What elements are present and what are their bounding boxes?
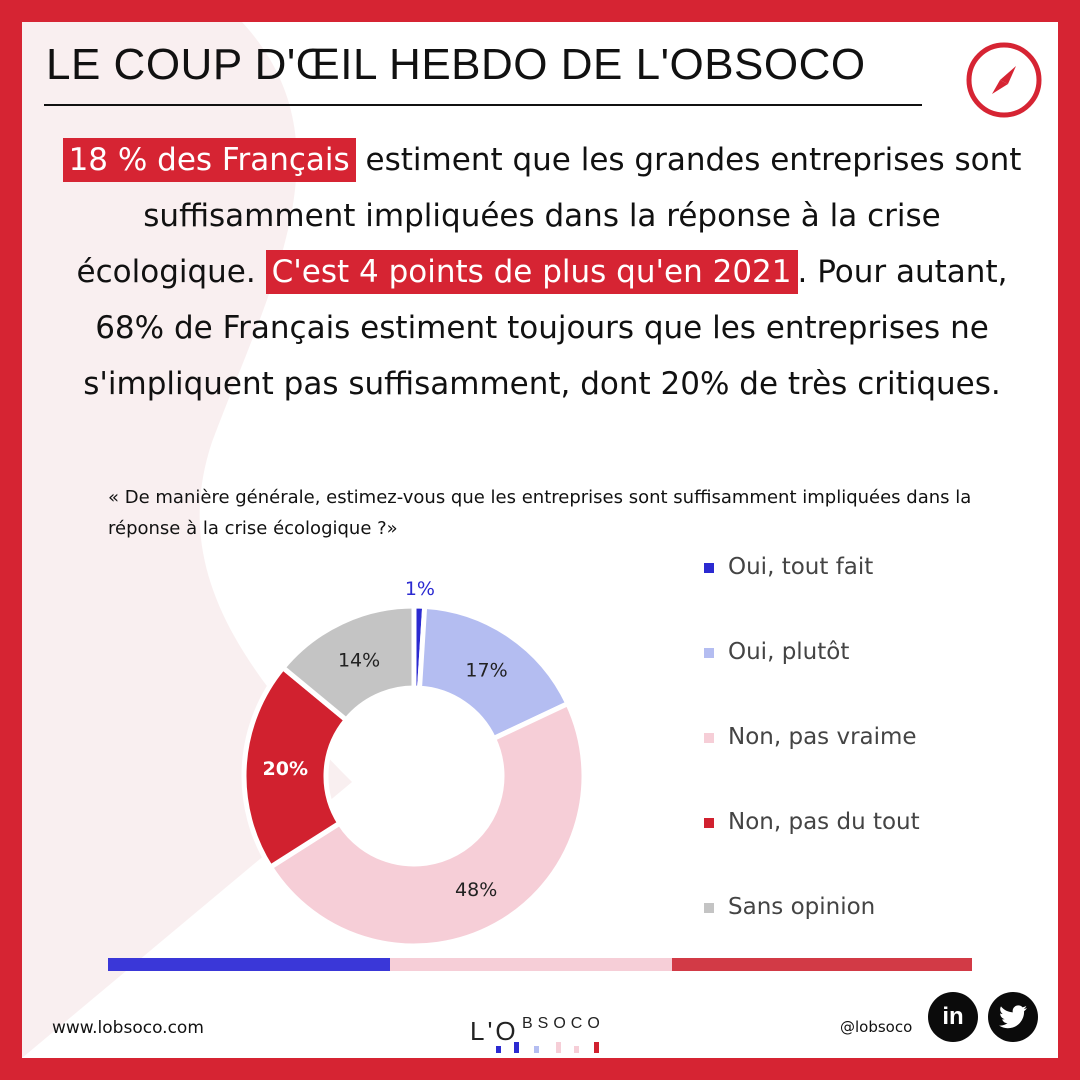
slice-non-pas-vraiment-label: 48% <box>455 879 497 901</box>
headline-highlight-1: 18 % des Français <box>62 138 356 182</box>
legend-item: Oui, plutôt <box>702 639 1042 724</box>
footer-handle[interactable]: @lobsoco <box>840 1018 913 1036</box>
slice-non-pas-vraiment <box>267 700 587 949</box>
legend-swatch <box>704 818 714 828</box>
slice-sans-opinion <box>279 603 417 724</box>
legend-label: Non, pas vraime <box>728 724 917 750</box>
bottom-bar-red <box>672 958 972 971</box>
legend-item: Non, pas vraime <box>702 724 1042 809</box>
donut-chart: 1% 17% 48% 20% 14% <box>241 578 587 949</box>
legend-item: Oui, tout fait <box>702 554 1042 639</box>
slice-sans-opinion-label: 14% <box>338 649 380 671</box>
headline: 18 % des Français estiment que les grand… <box>62 132 1022 412</box>
legend-label: Sans opinion <box>728 894 876 920</box>
legend-item: Sans opinion <box>702 894 1042 979</box>
headline-text-2: . Pour autant, 68% de Français estiment … <box>83 254 1008 402</box>
legend-swatch <box>704 903 714 913</box>
twitter-icon[interactable] <box>988 992 1038 1042</box>
legend-label: Oui, tout fait <box>728 554 874 580</box>
card: LE COUP D'ŒIL HEBDO DE L'OBSOCO 18 % des… <box>22 22 1058 1058</box>
legend-label: Non, pas du tout <box>728 809 920 835</box>
bottom-bar-pink <box>390 958 672 971</box>
lobsoco-logo: L'O BSOCO <box>470 1015 605 1053</box>
linkedin-icon[interactable]: in <box>928 992 978 1042</box>
legend-swatch <box>704 563 714 573</box>
page-title: LE COUP D'ŒIL HEBDO DE L'OBSOCO <box>46 40 866 89</box>
slice-non-pas-du-tout-label: 20% <box>263 758 308 780</box>
compass-icon <box>966 42 1042 118</box>
footer-url[interactable]: www.lobsoco.com <box>52 1018 204 1038</box>
bottom-bar-blue <box>108 958 390 971</box>
slice-oui-tout-fait-label: 1% <box>405 578 435 600</box>
legend-item: Non, pas du tout <box>702 809 1042 894</box>
header-divider <box>44 104 922 106</box>
slice-non-pas-du-tout <box>241 664 350 871</box>
legend-swatch <box>704 733 714 743</box>
chart-legend: Oui, tout fait Oui, plutôt Non, pas vraime… <box>702 554 1042 979</box>
slice-oui-plutot-label: 17% <box>465 659 507 681</box>
legend-swatch <box>704 648 714 658</box>
linkedin-label: in <box>942 1003 964 1030</box>
svg-text:L'O: L'O <box>470 1016 519 1046</box>
legend-label: Oui, plutôt <box>728 639 850 665</box>
svg-text:BSOCO: BSOCO <box>522 1015 605 1032</box>
survey-question: « De manière générale, estimez-vous que … <box>108 487 972 539</box>
headline-text-1: estiment que les grandes entreprises son… <box>76 142 1022 290</box>
headline-highlight-2: C'est 4 points de plus qu'en 2021 <box>265 250 798 294</box>
